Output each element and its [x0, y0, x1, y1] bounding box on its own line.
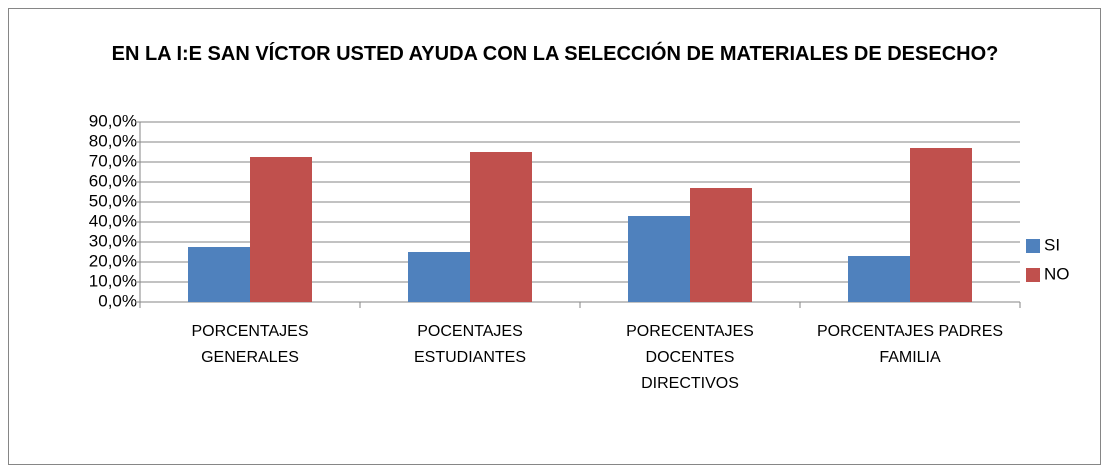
legend-label: SI: [1044, 235, 1060, 254]
legend-swatch: [1026, 239, 1040, 253]
y-tick-label: 70,0%: [89, 151, 137, 170]
legend-swatch: [1026, 268, 1040, 282]
x-tick-label: PORCENTAJES PADRES FAMILIA: [816, 323, 1004, 366]
y-tick-label: 90,0%: [89, 111, 137, 130]
bar: [470, 152, 532, 302]
bar: [250, 157, 312, 302]
legend-label: NO: [1044, 264, 1070, 283]
bar: [188, 247, 250, 302]
bar: [628, 216, 690, 302]
y-tick-label: 30,0%: [89, 231, 137, 250]
x-tick-label: PORECENTAJES DOCENTES DIRECTIVOS: [626, 323, 754, 392]
y-tick-label: 60,0%: [89, 171, 137, 190]
y-tick-label: 10,0%: [89, 271, 137, 290]
x-tick-label: POCENTAJES ESTUDIANTES: [413, 323, 526, 366]
y-tick-label: 80,0%: [89, 131, 137, 150]
bar: [910, 148, 972, 302]
bar: [408, 252, 470, 302]
bar: [848, 256, 910, 302]
y-tick-label: 50,0%: [89, 191, 137, 210]
y-tick-label: 0,0%: [98, 291, 137, 310]
chart-title: EN LA I:E SAN VÍCTOR USTED AYUDA CON LA …: [111, 43, 999, 65]
bar: [690, 188, 752, 302]
y-tick-label: 20,0%: [89, 251, 137, 270]
y-tick-label: 40,0%: [89, 211, 137, 230]
x-tick-label: PORCENTAJES GENERALES: [191, 323, 309, 366]
